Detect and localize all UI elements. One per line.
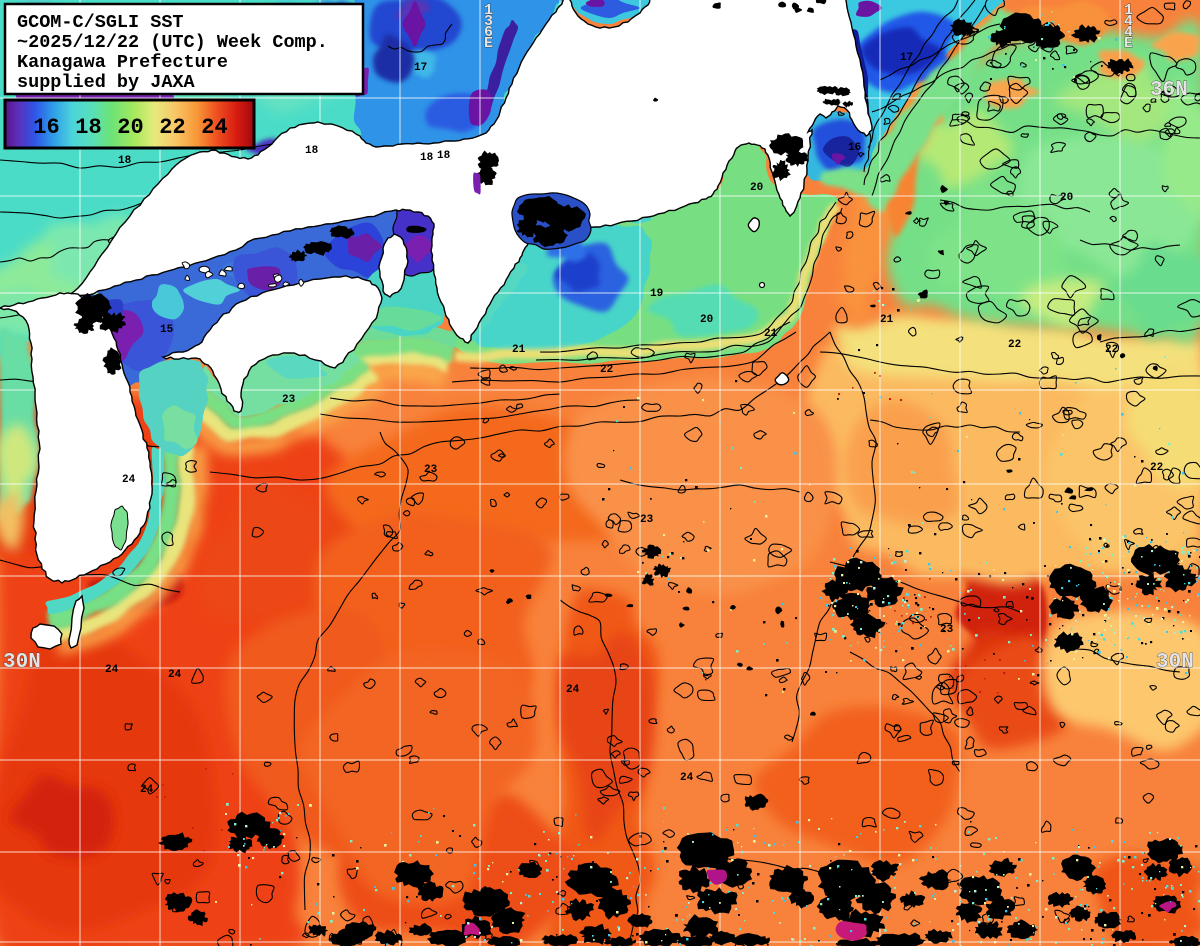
svg-text:16: 16 bbox=[33, 115, 59, 140]
svg-text:18: 18 bbox=[437, 150, 451, 162]
svg-text:17: 17 bbox=[900, 52, 913, 64]
svg-text:E: E bbox=[484, 35, 493, 52]
svg-text:21: 21 bbox=[512, 344, 526, 356]
svg-text:23: 23 bbox=[940, 624, 954, 636]
svg-text:~2025/12/22 (UTC) Week Comp.: ~2025/12/22 (UTC) Week Comp. bbox=[17, 32, 328, 53]
svg-text:1: 1 bbox=[1124, 2, 1133, 19]
svg-text:23: 23 bbox=[424, 464, 438, 476]
svg-text:22: 22 bbox=[1150, 462, 1163, 474]
svg-text:30N: 30N bbox=[1156, 651, 1194, 674]
svg-text:20: 20 bbox=[1060, 192, 1073, 204]
svg-text:24: 24 bbox=[566, 684, 580, 696]
svg-text:22: 22 bbox=[159, 115, 185, 140]
svg-text:E: E bbox=[1124, 35, 1133, 52]
svg-text:23: 23 bbox=[640, 514, 654, 526]
svg-text:21: 21 bbox=[764, 328, 778, 340]
svg-text:24: 24 bbox=[168, 669, 182, 681]
svg-text:GCOM-C/SGLI SST: GCOM-C/SGLI SST bbox=[17, 12, 184, 33]
svg-text:30N: 30N bbox=[3, 651, 41, 674]
svg-text:supplied by JAXA: supplied by JAXA bbox=[17, 72, 196, 93]
svg-text:24: 24 bbox=[105, 664, 119, 676]
svg-text:1: 1 bbox=[484, 2, 493, 19]
svg-text:20: 20 bbox=[117, 115, 143, 140]
svg-text:36N: 36N bbox=[1150, 79, 1188, 102]
svg-text:4: 4 bbox=[1124, 13, 1133, 30]
svg-text:22: 22 bbox=[600, 364, 613, 376]
svg-text:Kanagawa Prefecture: Kanagawa Prefecture bbox=[17, 52, 228, 73]
svg-text:4: 4 bbox=[1124, 24, 1133, 41]
svg-text:18: 18 bbox=[118, 155, 132, 167]
svg-text:6: 6 bbox=[484, 24, 493, 41]
svg-text:24: 24 bbox=[680, 772, 694, 784]
svg-text:16: 16 bbox=[848, 142, 861, 154]
svg-text:20: 20 bbox=[700, 314, 713, 326]
svg-text:3: 3 bbox=[484, 13, 493, 30]
svg-text:19: 19 bbox=[650, 288, 663, 300]
svg-text:18: 18 bbox=[305, 145, 319, 157]
svg-text:15: 15 bbox=[160, 324, 174, 336]
svg-text:20: 20 bbox=[750, 182, 763, 194]
svg-text:21: 21 bbox=[880, 314, 894, 326]
svg-text:18: 18 bbox=[75, 115, 101, 140]
svg-text:17: 17 bbox=[414, 62, 427, 74]
svg-text:24: 24 bbox=[201, 115, 227, 140]
svg-text:18: 18 bbox=[420, 152, 434, 164]
svg-text:22: 22 bbox=[1008, 339, 1021, 351]
svg-text:23: 23 bbox=[282, 394, 296, 406]
svg-text:24: 24 bbox=[122, 474, 136, 486]
svg-text:22: 22 bbox=[1105, 344, 1118, 356]
svg-text:24: 24 bbox=[140, 784, 154, 796]
